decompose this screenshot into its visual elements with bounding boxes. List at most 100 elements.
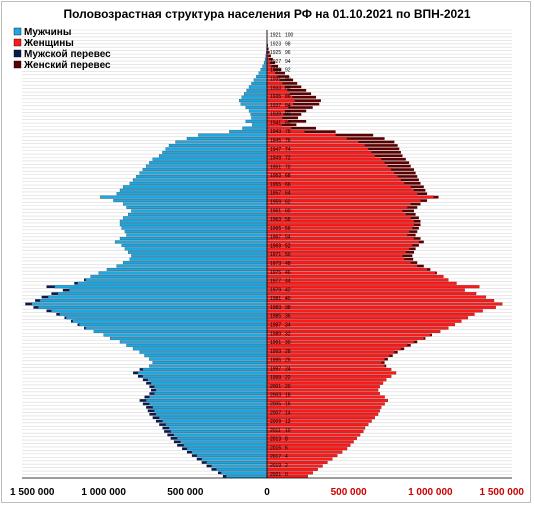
- bar-men: [206, 461, 268, 464]
- bar-men: [149, 364, 268, 368]
- birth-year-label: 1951: [270, 164, 281, 170]
- age-label: 94: [285, 59, 291, 65]
- bar-men: [114, 240, 268, 244]
- birth-year-label: 1945: [270, 138, 281, 144]
- bar-male-excess: [201, 461, 207, 464]
- age-label: 100: [285, 33, 294, 39]
- bar-female-excess: [267, 47, 269, 51]
- bar-men: [183, 443, 268, 447]
- age-label: 28: [285, 349, 291, 355]
- age-label: 84: [285, 103, 291, 109]
- bar-men: [253, 78, 268, 82]
- bar-men: [162, 419, 268, 423]
- bar-men: [137, 371, 268, 375]
- bar-female-excess: [430, 333, 432, 337]
- bar-women: [266, 323, 455, 327]
- bar-male-excess: [211, 468, 217, 471]
- bar-female-excess: [435, 271, 437, 275]
- age-label: 26: [285, 358, 291, 364]
- age-label: 36: [285, 314, 291, 320]
- bar-men: [116, 264, 268, 268]
- age-label: 34: [285, 322, 291, 328]
- bar-female-excess: [267, 51, 270, 54]
- bar-men: [119, 223, 268, 227]
- bar-men: [128, 250, 268, 254]
- bar-male-excess: [186, 450, 192, 454]
- bar-men: [211, 464, 268, 468]
- bar-men: [110, 336, 268, 340]
- bar-female-excess: [292, 95, 316, 99]
- bar-male-excess: [222, 474, 227, 478]
- bar-male-excess: [170, 437, 178, 440]
- bar-female-excess: [405, 213, 416, 216]
- bar-male-excess: [133, 371, 138, 375]
- age-label: 16: [285, 402, 291, 408]
- bar-women: [266, 426, 366, 430]
- bar-female-excess: [284, 109, 307, 113]
- bar-female-excess: [410, 261, 418, 264]
- bar-female-excess: [283, 113, 302, 116]
- age-label: 12: [285, 419, 291, 425]
- bar-female-excess: [282, 116, 299, 120]
- bar-women: [266, 416, 375, 420]
- bar-men: [126, 206, 268, 209]
- legend-label-male_excess: Мужской перевес: [24, 49, 111, 60]
- birth-year-label: 1999: [270, 375, 281, 381]
- bar-female-excess: [418, 240, 424, 244]
- bar-male-excess: [177, 443, 184, 447]
- age-label: 92: [285, 68, 291, 74]
- bar-male-excess: [46, 285, 55, 289]
- bar-male-excess: [142, 378, 148, 382]
- age-label: 62: [285, 199, 291, 205]
- bar-male-excess: [206, 464, 212, 468]
- bar-women: [266, 281, 457, 285]
- bar-women: [266, 274, 444, 278]
- bar-female-excess: [371, 151, 401, 154]
- age-label: 80: [285, 120, 291, 126]
- bar-men: [144, 354, 268, 358]
- legend-swatch-women: [13, 38, 22, 47]
- bar-female-excess: [384, 364, 387, 368]
- bar-men: [152, 157, 268, 161]
- legend-swatch-male_excess: [13, 49, 22, 58]
- bar-male-excess: [151, 388, 156, 392]
- age-label: 90: [285, 77, 291, 83]
- bar-female-excess: [404, 257, 414, 261]
- bar-male-excess: [149, 385, 155, 388]
- bar-men: [145, 164, 268, 168]
- bar-men: [258, 71, 268, 75]
- bar-women: [266, 195, 434, 199]
- bar-men: [116, 192, 268, 196]
- birth-year-label: 1997: [270, 366, 281, 372]
- bar-female-excess: [409, 230, 418, 233]
- bar-men: [123, 202, 268, 206]
- bar-men: [93, 330, 268, 334]
- bar-women: [266, 392, 380, 396]
- bar-men: [106, 268, 268, 271]
- bar-women: [266, 333, 431, 337]
- bar-men: [245, 106, 268, 110]
- bar-men: [145, 398, 268, 402]
- birth-year-label: 1933: [270, 85, 281, 91]
- bar-female-excess: [414, 340, 418, 344]
- bar-male-excess: [167, 433, 174, 437]
- age-label: 50: [285, 252, 291, 258]
- bar-men: [251, 116, 268, 120]
- bar-men: [149, 402, 268, 406]
- bar-men: [229, 130, 268, 134]
- bar-men: [51, 309, 268, 313]
- bar-male-excess: [33, 306, 39, 309]
- bar-male-excess: [164, 430, 171, 433]
- x-tick-label: 1 000 000: [408, 487, 453, 498]
- bar-female-excess: [271, 64, 279, 68]
- birth-year-label: 1955: [270, 182, 281, 188]
- bar-male-excess: [139, 399, 147, 402]
- bar-female-excess: [394, 171, 416, 175]
- age-label: 4: [285, 454, 288, 460]
- bar-men: [31, 302, 268, 306]
- birth-year-label: 1927: [270, 59, 281, 65]
- birth-year-label: 2019: [270, 463, 281, 469]
- age-label: 58: [285, 217, 291, 223]
- birth-year-label: 1931: [270, 77, 281, 83]
